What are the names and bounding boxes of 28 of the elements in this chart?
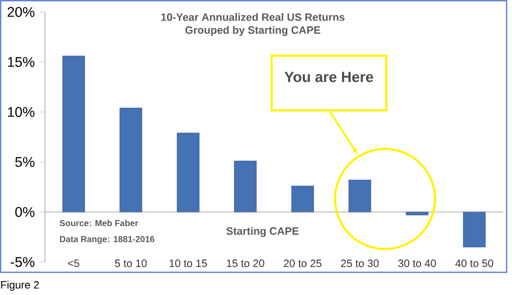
chart-title: 10-Year Annualized Real US Returns <box>161 13 345 21</box>
x-tick-label: 5 to 10 <box>114 260 147 268</box>
x-tick-label: 10 to 15 <box>170 260 207 268</box>
bar <box>120 108 142 212</box>
x-tick-label: 40 to 50 <box>455 260 494 268</box>
y-tick-label: 20% <box>8 7 34 17</box>
y-tick-label: 10% <box>8 107 34 117</box>
x-tick-label: 20 to 25 <box>284 260 322 268</box>
y-tick-label: 0% <box>15 207 34 217</box>
bar <box>463 212 486 248</box>
y-tick-label: 5% <box>15 157 34 167</box>
x-tick-label: 25 to 30 <box>341 260 379 268</box>
annotation: You are Here <box>284 72 374 82</box>
text: Grouped by Starting CAPE <box>185 26 320 36</box>
bar <box>291 186 314 212</box>
caption: Figure 2 <box>1 280 39 291</box>
x-tick-label: 15 to 20 <box>226 260 264 268</box>
y-tick-label: 15% <box>8 57 34 67</box>
bar <box>62 56 85 212</box>
annotation: Data Range: 1881-2016 <box>60 236 154 244</box>
bar <box>234 160 257 212</box>
x-tick-label: 30 to 40 <box>398 260 436 268</box>
x-axis-title: Starting CAPE <box>226 226 299 237</box>
y-tick-label: -5% <box>10 257 34 267</box>
x-tick-label: <5 <box>68 260 80 268</box>
annotation: Source: Meb Faber <box>60 220 138 226</box>
bar <box>176 132 200 212</box>
bar <box>348 180 372 212</box>
